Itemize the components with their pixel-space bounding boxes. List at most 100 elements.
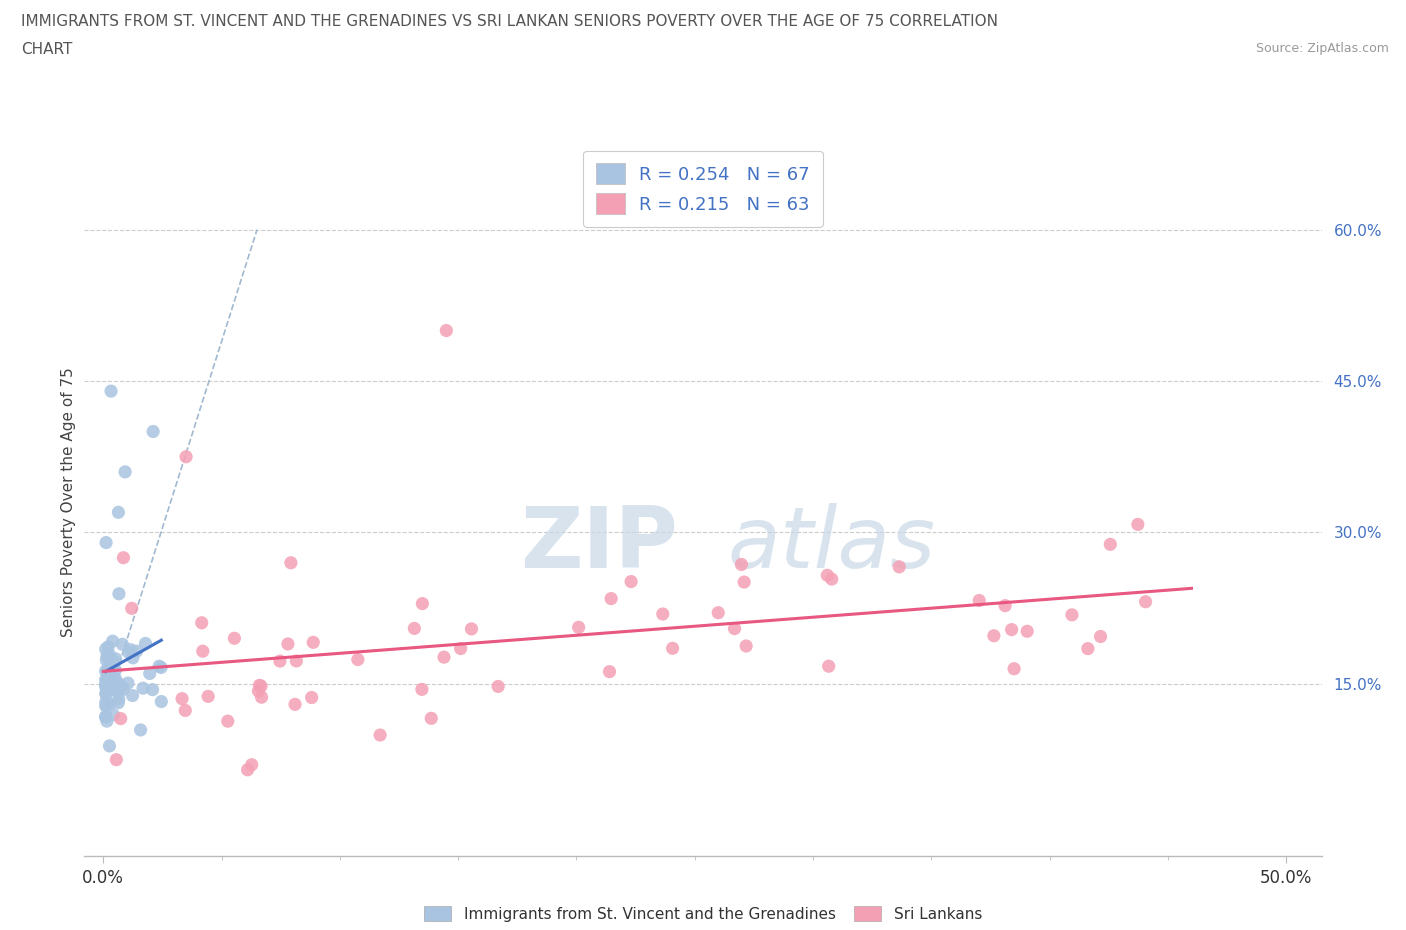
Point bbox=[107, 685, 129, 700]
Point bbox=[1135, 594, 1157, 609]
Point bbox=[96, 664, 118, 679]
Point bbox=[277, 636, 299, 651]
Point bbox=[1002, 661, 1025, 676]
Point bbox=[96, 698, 118, 712]
Point bbox=[104, 651, 127, 666]
Point bbox=[98, 665, 121, 680]
Point bbox=[105, 682, 128, 697]
Y-axis label: Seniors Poverty Over the Age of 75: Seniors Poverty Over the Age of 75 bbox=[60, 367, 76, 637]
Point bbox=[150, 660, 173, 675]
Point bbox=[132, 681, 155, 696]
Point bbox=[104, 671, 127, 685]
Text: IMMIGRANTS FROM ST. VINCENT AND THE GRENADINES VS SRI LANKAN SENIORS POVERTY OVE: IMMIGRANTS FROM ST. VINCENT AND THE GREN… bbox=[21, 14, 998, 29]
Text: Source: ZipAtlas.com: Source: ZipAtlas.com bbox=[1256, 42, 1389, 55]
Point bbox=[191, 644, 214, 658]
Point bbox=[112, 551, 135, 565]
Text: CHART: CHART bbox=[21, 42, 73, 57]
Point bbox=[94, 710, 117, 724]
Point bbox=[190, 616, 212, 631]
Point bbox=[112, 682, 135, 697]
Point bbox=[302, 635, 325, 650]
Point bbox=[450, 641, 472, 656]
Point bbox=[967, 593, 990, 608]
Point bbox=[98, 647, 121, 662]
Point bbox=[1090, 629, 1112, 644]
Point bbox=[104, 655, 127, 670]
Point bbox=[94, 698, 117, 713]
Text: ZIP: ZIP bbox=[520, 503, 678, 586]
Point bbox=[129, 723, 152, 737]
Point bbox=[98, 663, 121, 678]
Point bbox=[1001, 622, 1024, 637]
Point bbox=[94, 686, 117, 701]
Point bbox=[250, 690, 273, 705]
Point bbox=[111, 637, 134, 652]
Point bbox=[404, 621, 426, 636]
Point bbox=[94, 687, 117, 702]
Point bbox=[568, 620, 591, 635]
Point bbox=[285, 654, 308, 669]
Point bbox=[197, 689, 219, 704]
Point bbox=[101, 667, 124, 682]
Point bbox=[142, 424, 165, 439]
Point bbox=[100, 384, 122, 399]
Point bbox=[141, 683, 163, 698]
Point bbox=[105, 752, 128, 767]
Point bbox=[217, 713, 239, 728]
Point bbox=[174, 703, 197, 718]
Point bbox=[110, 679, 132, 694]
Point bbox=[138, 666, 160, 681]
Point bbox=[600, 591, 623, 606]
Point bbox=[224, 631, 246, 645]
Point bbox=[94, 663, 117, 678]
Point bbox=[250, 679, 273, 694]
Point bbox=[100, 669, 122, 684]
Point bbox=[247, 684, 270, 698]
Point bbox=[599, 664, 621, 679]
Point bbox=[420, 711, 443, 725]
Point bbox=[107, 505, 129, 520]
Point bbox=[97, 639, 120, 654]
Point bbox=[110, 711, 132, 726]
Point bbox=[174, 449, 197, 464]
Text: atlas: atlas bbox=[728, 503, 936, 586]
Point bbox=[122, 650, 145, 665]
Point bbox=[280, 555, 302, 570]
Point bbox=[434, 323, 457, 338]
Point bbox=[94, 535, 117, 550]
Point bbox=[96, 713, 118, 728]
Point bbox=[148, 658, 170, 673]
Point bbox=[735, 639, 758, 654]
Point bbox=[120, 643, 142, 658]
Point bbox=[105, 678, 128, 693]
Point bbox=[1017, 624, 1039, 639]
Point bbox=[97, 659, 120, 674]
Point bbox=[301, 690, 323, 705]
Point bbox=[249, 678, 271, 693]
Point bbox=[98, 682, 121, 697]
Point bbox=[486, 679, 509, 694]
Point bbox=[817, 658, 839, 673]
Point bbox=[96, 653, 118, 668]
Point bbox=[411, 596, 433, 611]
Point bbox=[94, 679, 117, 694]
Point bbox=[97, 683, 120, 698]
Point bbox=[236, 763, 259, 777]
Point bbox=[730, 557, 752, 572]
Point bbox=[94, 677, 117, 692]
Point bbox=[125, 644, 148, 658]
Point bbox=[103, 708, 125, 723]
Point bbox=[994, 598, 1017, 613]
Point bbox=[983, 629, 1005, 644]
Point bbox=[94, 672, 117, 687]
Point bbox=[723, 621, 745, 636]
Point bbox=[433, 650, 456, 665]
Point bbox=[707, 605, 730, 620]
Point bbox=[284, 697, 307, 711]
Point bbox=[98, 697, 121, 711]
Point bbox=[96, 648, 118, 663]
Point bbox=[368, 727, 391, 742]
Point bbox=[411, 682, 433, 697]
Point bbox=[107, 696, 129, 711]
Point bbox=[172, 691, 194, 706]
